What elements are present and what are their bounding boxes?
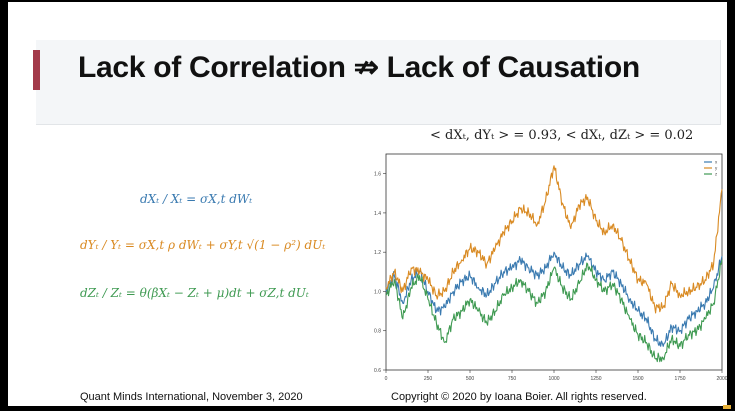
y-tick-label: 1.0 [374,289,381,295]
correlation-caption: < dXₜ, dYₜ > = 0.93, < dXₜ, dZₜ > = 0.02 [430,128,694,143]
footer-event: Quant Minds International, November 3, 2… [80,391,303,403]
equation-z: dZₜ / Zₜ = θ(βXₜ − Zₜ + μ)dt + σZ,t dUₜ [80,286,309,300]
x-tick-label: 2000 [716,376,727,382]
x-tick-label: 500 [466,376,475,382]
title-band [36,40,721,125]
x-tick-label: 1500 [632,376,643,382]
title-accent-bar [33,50,40,90]
y-tick-label: 0.8 [374,329,381,335]
series-line-y [385,165,723,314]
x-tick-label: 750 [508,376,517,382]
series-line-z [385,259,723,363]
legend-label-y: y [715,166,718,171]
equation-y: dYₜ / Yₜ = σX,t ρ dWₜ + σY,t √(1 − ρ²) d… [80,238,326,252]
x-tick-label: 1000 [548,376,559,382]
legend-label-x: x [715,160,718,165]
x-tick-label: 1250 [590,376,601,382]
corner-marker [723,405,731,409]
equation-x: dXₜ / Xₜ = σX,t dWₜ [140,192,253,206]
legend-label-z: z [715,172,718,177]
footer-copyright: Copyright © 2020 by Ioana Boier. All rig… [391,391,647,403]
slide: Lack of Correlation ⇏ Lack of Causation … [8,2,727,406]
line-chart: 0.6 0.8 1.0 1.2 1.4 1.6 0 250 500 750 1000 1250 1500… [374,153,727,382]
x-tick-label: 0 [385,376,388,382]
y-tick-label: 0.6 [374,368,381,374]
y-tick-label: 1.6 [374,172,381,178]
y-tick-label: 1.2 [374,250,381,256]
series-line-x [385,251,723,347]
x-tick-label: 1750 [674,376,685,382]
slide-title: Lack of Correlation ⇏ Lack of Causation [78,51,640,84]
x-tick-label: 250 [424,376,433,382]
y-tick-label: 1.4 [374,211,381,217]
